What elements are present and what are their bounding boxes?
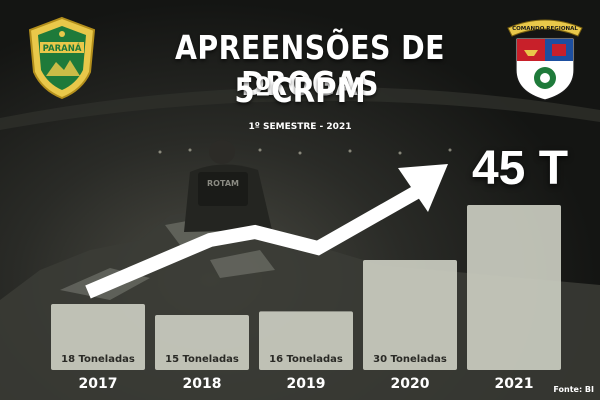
svg-text:ROTAM: ROTAM [207, 179, 239, 188]
right-logo-text: COMANDO REGIONAL [512, 26, 578, 32]
bar-2017 [51, 304, 145, 370]
officer-silhouette: ROTAM [184, 140, 272, 232]
bar-2018 [155, 315, 249, 370]
bridge-silhouette [0, 86, 600, 130]
x-tick-label-2017: 2017 [79, 376, 118, 392]
regional-command-shield-icon: COMANDO REGIONAL [507, 19, 583, 101]
highlight-total: 45 T [471, 142, 569, 195]
bar-2021 [467, 205, 561, 370]
labels-group: 18 Toneladas 2017 15 Toneladas 2018 16 Tonel… [61, 354, 533, 392]
page-subtitle: 5ºCRPM [234, 71, 366, 111]
x-tick-label-2018: 2018 [183, 376, 222, 392]
source-label: Fonte: BI [553, 385, 594, 394]
left-logo-text: PARANÁ [43, 42, 82, 54]
bar-value-label-2019: 16 Toneladas [269, 354, 343, 365]
bar-value-label-2018: 15 Toneladas [165, 354, 239, 365]
trend-arrow-head [398, 164, 448, 212]
bar-value-label-2017: 18 Toneladas [61, 354, 135, 365]
trend-arrow-icon [85, 164, 448, 299]
bars-group [51, 205, 561, 370]
trend-arrow-shaft [85, 183, 424, 299]
bar-2019 [259, 311, 353, 370]
page-title: APREENSÕES DE DROGAS [175, 28, 445, 103]
parana-police-crest-icon: PARANÁ [28, 16, 96, 100]
period-label: 1º SEMESTRE - 2021 [248, 122, 352, 132]
bar-value-label-2020: 30 Toneladas [373, 354, 447, 365]
bar-2020 [363, 260, 457, 370]
x-tick-label-2020: 2020 [391, 376, 430, 392]
x-tick-label-2019: 2019 [287, 376, 326, 392]
x-tick-label-2021: 2021 [495, 376, 534, 392]
